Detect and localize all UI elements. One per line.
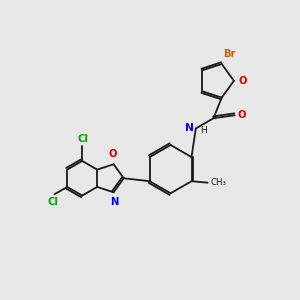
Text: Cl: Cl — [77, 134, 88, 144]
Text: CH₃: CH₃ — [210, 178, 226, 187]
Text: N: N — [110, 197, 118, 207]
Text: N: N — [184, 123, 194, 133]
Text: O: O — [238, 110, 246, 120]
Text: O: O — [109, 149, 117, 159]
Text: H: H — [200, 126, 207, 135]
Text: Br: Br — [223, 49, 236, 59]
Text: O: O — [238, 76, 247, 86]
Text: Cl: Cl — [47, 197, 58, 207]
